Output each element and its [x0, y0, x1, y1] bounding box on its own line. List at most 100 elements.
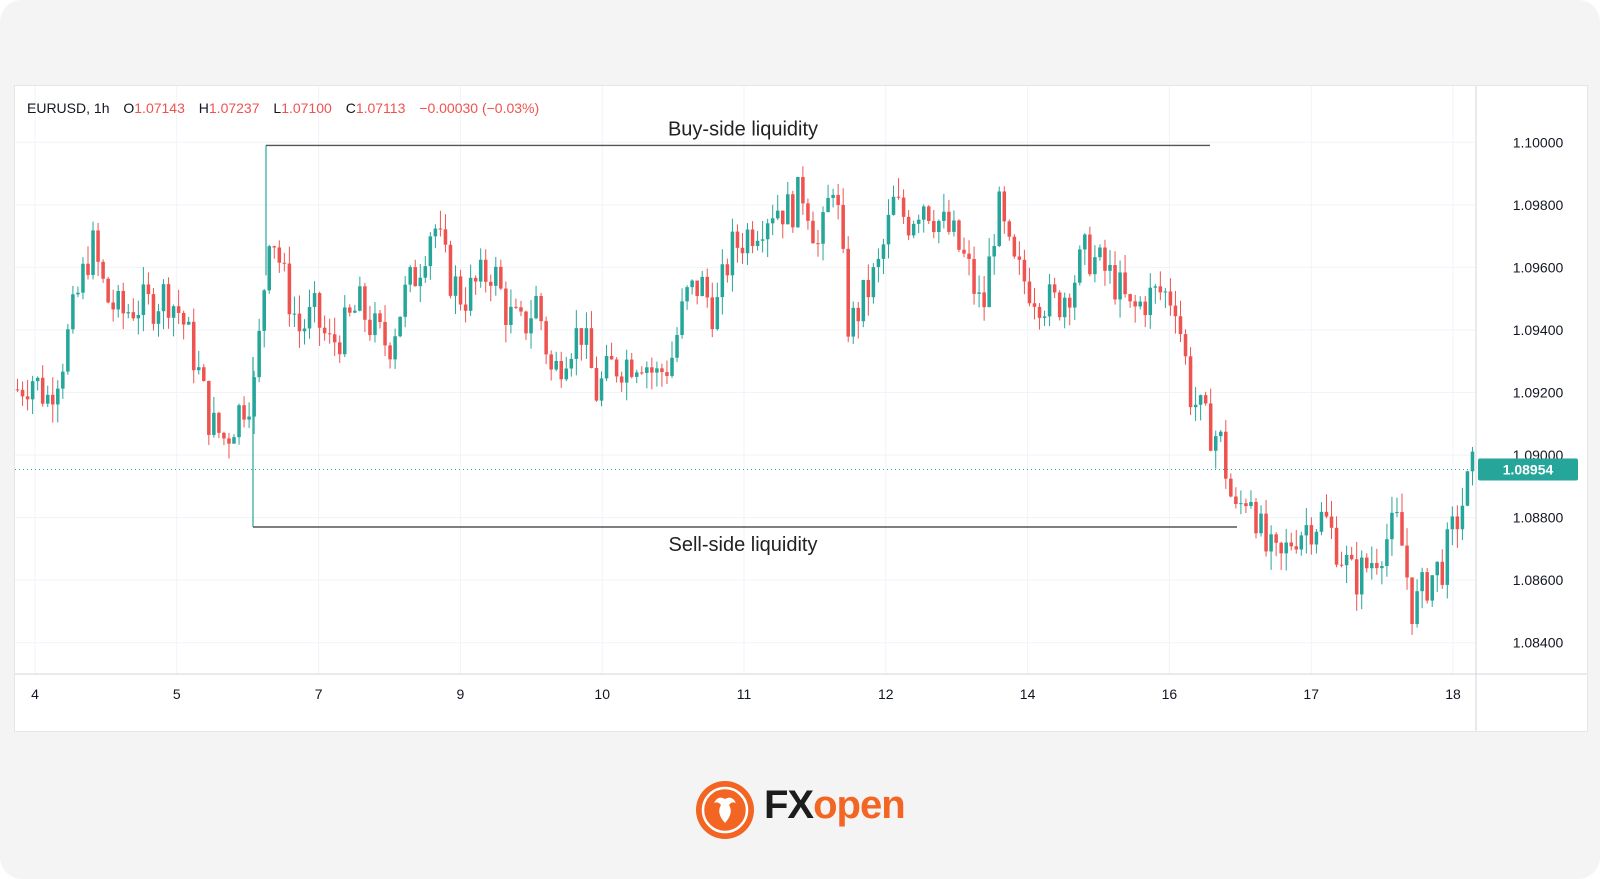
candle-body [1284, 542, 1288, 554]
candle-body [579, 328, 584, 345]
candle-body [816, 243, 820, 245]
candle-body [1188, 356, 1193, 408]
candle-body [282, 262, 287, 264]
candle-body [151, 294, 156, 324]
candle-body [1178, 316, 1183, 335]
candle-body [217, 412, 221, 433]
candle-body [559, 360, 564, 380]
candle-body [916, 219, 921, 224]
candle-body [645, 367, 649, 373]
candle-body [302, 328, 307, 332]
candle-body [1294, 546, 1299, 550]
candle-body [1380, 566, 1384, 569]
candle-body [1319, 511, 1324, 532]
candle-body [1470, 451, 1475, 472]
candle-body [196, 367, 201, 371]
candle-body [257, 330, 261, 378]
legend-interval: 1h [93, 100, 110, 116]
candle-body [1299, 535, 1304, 550]
candle-body [483, 259, 488, 282]
candle-body [463, 304, 468, 311]
candle-body [1158, 286, 1163, 293]
candle-body [1198, 395, 1203, 405]
candle-body [348, 307, 352, 313]
candle-body [1314, 531, 1319, 545]
candle-body [332, 334, 337, 343]
candle-body [71, 294, 75, 330]
ohlc-legend: EURUSD, 1h O1.07143 H1.07237 L1.07100 C1… [27, 100, 540, 116]
candle-body [222, 432, 226, 439]
candle-body [1148, 287, 1153, 316]
x-tick-label: 5 [173, 686, 181, 702]
candle-body [1002, 191, 1007, 222]
candle-body [1364, 557, 1369, 569]
candle-body [1349, 554, 1354, 560]
candle-body [1143, 301, 1148, 316]
candle-body [237, 405, 241, 438]
candle-body [287, 263, 292, 315]
buy-side-liquidity-label: Buy-side liquidity [668, 118, 818, 140]
candle-body [453, 276, 458, 296]
candle-body [146, 284, 151, 295]
legend-low: 1.07100 [281, 100, 332, 116]
candle-body [1354, 559, 1359, 595]
candle-body [866, 279, 871, 298]
candle-body [171, 306, 176, 318]
candle-body [660, 368, 664, 373]
candle-body [448, 244, 453, 296]
candle-body [680, 301, 684, 335]
candle-body [539, 295, 543, 322]
candle-body [1440, 561, 1445, 585]
candle-body [191, 321, 196, 371]
candle-body [765, 223, 770, 240]
candle-body [1128, 294, 1132, 302]
candle-body [292, 313, 297, 315]
candle-body [1359, 557, 1364, 595]
x-tick-label: 7 [315, 686, 323, 702]
candle-body [1415, 591, 1419, 625]
candle-body [388, 345, 392, 360]
candle-body [413, 267, 418, 287]
candle-body [212, 412, 216, 435]
candle-body [529, 318, 533, 334]
candle-body [1208, 403, 1213, 451]
y-tick-label: 1.08600 [1513, 572, 1564, 588]
candle-body [1400, 512, 1404, 546]
candle-body [96, 230, 100, 262]
candle-body [1324, 511, 1329, 517]
candle-body [932, 221, 936, 233]
candle-body [836, 194, 840, 206]
candle-body [418, 277, 423, 287]
candle-body [1254, 501, 1258, 534]
candle-body [524, 311, 528, 334]
candle-body [25, 396, 30, 400]
candle-body [775, 210, 780, 219]
candle-body [509, 306, 513, 325]
candle-body [665, 372, 669, 376]
candle-body [136, 314, 141, 319]
candle-body [705, 276, 710, 298]
candle-body [997, 191, 1002, 247]
candle-body [1309, 525, 1314, 545]
candle-body [186, 321, 191, 325]
x-tick-label: 12 [878, 686, 894, 702]
candle-body [1037, 306, 1042, 318]
candle-body [81, 263, 85, 293]
candle-body [202, 367, 206, 381]
candle-body [992, 246, 996, 257]
candlestick-chart: 1.084001.086001.088001.090001.092001.094… [15, 86, 1587, 731]
candle-body [942, 211, 946, 221]
candle-body [1259, 513, 1263, 534]
candle-body [1279, 542, 1283, 554]
candle-body [1224, 431, 1228, 479]
candle-body [1088, 234, 1092, 275]
candle-body [886, 214, 891, 245]
candle-body [423, 266, 428, 278]
candle-body [1375, 563, 1379, 569]
candle-body [846, 248, 850, 337]
candle-body [1425, 572, 1429, 601]
candle-body [891, 196, 896, 215]
candle-body [176, 306, 181, 313]
candle-body [1334, 527, 1339, 565]
last-price-label: 1.08954 [1503, 461, 1554, 477]
